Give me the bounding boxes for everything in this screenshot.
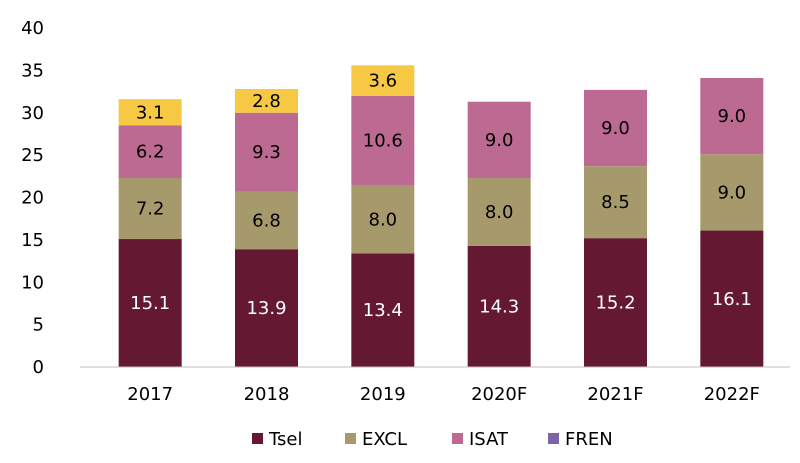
bar-segment-excl <box>467 178 531 246</box>
bar-segment-excl <box>700 154 764 231</box>
bar-segment-fren <box>118 99 182 126</box>
bar-segment-isat <box>584 89 647 167</box>
data-label-tsel: 15.1 <box>130 293 170 314</box>
x-tick-label: 2020F <box>471 384 527 405</box>
bar-segment-fren <box>235 89 298 113</box>
bars: 15.1 7.2 6.2 3.1 13.9 6.8 9.3 2.8 13.4 8.0 10.6 3.6… <box>118 65 764 367</box>
data-label-isat: 9.0 <box>485 130 514 151</box>
legend-label-fren: FREN <box>565 429 613 450</box>
bar-segment-tsel <box>118 239 182 367</box>
y-tick-label: 30 <box>21 103 44 124</box>
data-label-fren: 2.8 <box>252 91 281 112</box>
y-tick-label: 25 <box>21 145 44 166</box>
data-label-fren: 3.1 <box>136 102 165 123</box>
bar-segment-isat <box>467 101 531 179</box>
data-label-isat: 9.0 <box>601 118 630 139</box>
data-label-excl: 7.2 <box>136 199 165 220</box>
bar-segment-tsel <box>467 245 531 367</box>
data-label-isat: 10.6 <box>363 131 403 152</box>
data-label-isat: 9.3 <box>252 142 281 163</box>
x-axis: 2017 2018 2019 2020F 2021F 2022F <box>80 366 790 405</box>
legend-swatch-excl <box>345 433 356 444</box>
data-label-fren: 3.6 <box>369 71 398 92</box>
x-tick-label: 2017 <box>127 384 173 405</box>
legend-swatch-fren <box>548 433 559 444</box>
bar-segment-tsel <box>351 253 415 367</box>
y-tick-label: 40 <box>21 18 44 39</box>
data-label-tsel: 16.1 <box>712 289 752 310</box>
legend-label-excl: EXCL <box>362 429 407 450</box>
y-tick-label: 20 <box>21 188 44 209</box>
bar-segment-isat <box>351 95 415 186</box>
bar-segment-excl <box>118 178 182 240</box>
legend: Tsel EXCL ISAT FREN <box>252 429 613 450</box>
x-tick-label: 2021F <box>587 384 643 405</box>
legend-swatch-tsel <box>252 433 263 444</box>
bar-segment-tsel <box>584 238 647 367</box>
bar-segment-excl <box>584 166 647 239</box>
bar-segment-excl <box>235 191 298 250</box>
data-label-isat: 6.2 <box>136 142 165 163</box>
bar-segment-excl <box>351 185 415 254</box>
legend-label-isat: ISAT <box>469 429 509 450</box>
bar-segment-tsel <box>700 230 764 367</box>
y-tick-label: 35 <box>21 60 44 81</box>
data-label-excl: 9.0 <box>718 182 747 203</box>
y-tick-label: 15 <box>21 230 44 251</box>
bar-segment-fren <box>351 65 415 96</box>
data-label-excl: 8.5 <box>601 192 630 213</box>
x-tick-label: 2018 <box>244 384 290 405</box>
bar-segment-isat <box>235 112 298 192</box>
legend-swatch-isat <box>452 433 463 444</box>
data-label-tsel: 14.3 <box>479 296 519 317</box>
data-label-excl: 8.0 <box>485 202 514 223</box>
data-label-excl: 8.0 <box>369 210 398 231</box>
bar-segment-tsel <box>235 249 298 367</box>
data-label-tsel: 13.9 <box>246 298 286 319</box>
y-tick-label: 10 <box>21 272 44 293</box>
y-axis: 0 5 10 15 20 25 30 35 40 <box>21 18 44 378</box>
x-tick-label: 2022F <box>704 384 760 405</box>
bar-segment-isat <box>700 78 764 155</box>
data-label-tsel: 13.4 <box>363 300 403 321</box>
x-tick-label: 2019 <box>360 384 406 405</box>
data-label-tsel: 15.2 <box>595 293 635 314</box>
data-label-isat: 9.0 <box>718 106 747 127</box>
y-tick-label: 5 <box>33 315 44 336</box>
data-label-excl: 6.8 <box>252 210 281 231</box>
legend-label-tsel: Tsel <box>268 429 302 450</box>
y-tick-label: 0 <box>33 357 44 378</box>
bar-segment-isat <box>118 125 182 179</box>
